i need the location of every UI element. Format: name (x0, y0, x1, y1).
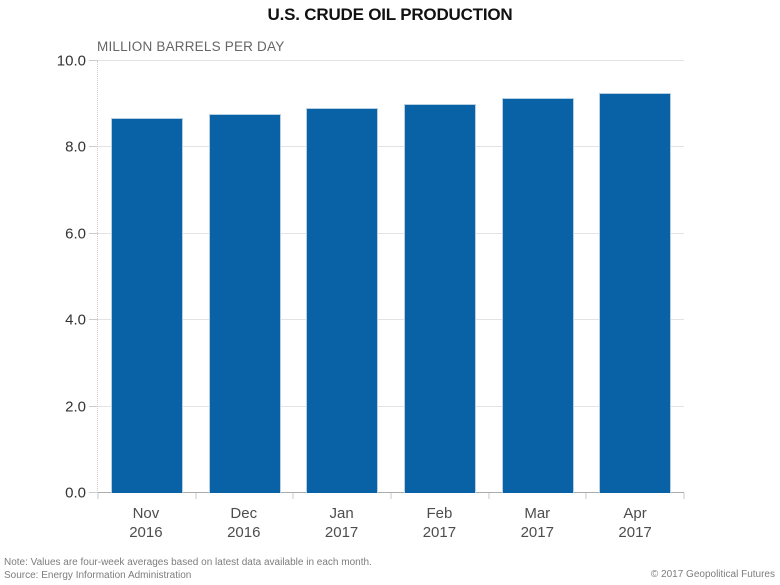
y-tick-label: 10.0 (56, 52, 86, 70)
y-tick-label: 6.0 (65, 225, 86, 243)
x-axis-tick (585, 493, 587, 499)
bar-apr-2017 (599, 92, 672, 493)
x-axis-tick (195, 493, 197, 499)
y-tick-label: 2.0 (65, 398, 86, 416)
bar-nov-2016 (110, 118, 183, 493)
x-tick-label: Nov 2016 (129, 505, 163, 541)
x-axis-tick (97, 493, 99, 499)
x-tick-label: Mar 2017 (520, 505, 554, 541)
copyright: © 2017 Geopolitical Futures (650, 569, 775, 580)
y-tick-label: 4.0 (65, 311, 86, 329)
bar-feb-2017 (403, 104, 476, 493)
x-axis-tick (292, 493, 294, 499)
x-axis-baseline (98, 492, 684, 493)
footnote: Note: Values are four-week averages base… (4, 556, 372, 582)
x-tick-label: Feb 2017 (422, 505, 457, 541)
chart-title: U.S. CRUDE OIL PRODUCTION (267, 5, 513, 24)
x-axis-tick (488, 493, 490, 499)
plot-area (89, 60, 685, 499)
y-axis-labels: 0.0 2.0 4.0 6.0 8.0 10.0 (20, 53, 86, 502)
y-axis-tick (89, 146, 98, 148)
y-tick-label: 8.0 (65, 138, 86, 156)
y-tick-label: 0.0 (65, 484, 86, 502)
footnote-source-line: Source: Energy Information Administratio… (4, 570, 192, 581)
gridline (98, 405, 684, 407)
y-axis-tick (89, 319, 98, 321)
x-tick-label: Dec 2016 (227, 505, 261, 541)
bar-dec-2016 (208, 114, 281, 493)
x-axis-tick (390, 493, 392, 499)
bar-mar-2017 (501, 98, 574, 493)
y-axis-tick (89, 492, 98, 493)
gridline (98, 319, 684, 321)
gridline (98, 146, 684, 148)
x-tick-label: Apr 2017 (618, 505, 652, 541)
y-axis-tick (89, 232, 98, 234)
gridline (98, 60, 684, 61)
x-axis-tick (683, 493, 685, 499)
gridline (98, 232, 684, 234)
bar-jan-2017 (306, 107, 379, 493)
y-axis-tick (89, 60, 98, 61)
x-axis-labels: Nov 2016 Dec 2016 Jan 2017 Feb 2017 Mar 2017… (97, 504, 684, 546)
x-tick-label: Jan 2017 (324, 505, 359, 541)
y-axis-title: MILLION BARRELS PER DAY (97, 39, 285, 54)
y-axis-tick (89, 405, 98, 407)
footnote-note-line: Note: Values are four-week averages base… (4, 557, 372, 568)
